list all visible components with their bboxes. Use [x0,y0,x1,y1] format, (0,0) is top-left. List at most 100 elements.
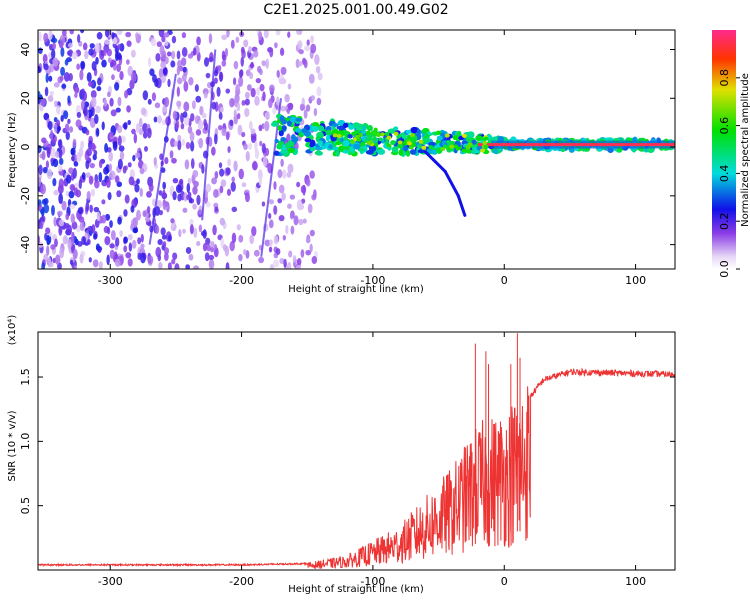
spectrogram-noise-cell [205,201,211,208]
spectrogram-noise-cell [170,218,175,224]
spectrogram-marks [38,30,675,269]
spectrogram-noise-cell [231,176,235,183]
spectrogram-noise-cell [86,72,92,83]
spectrogram-noise-cell [225,88,231,94]
spectrogram-noise-cell [140,233,144,243]
spectrogram-noise-cell [176,100,182,107]
spectrogram-noise-cell [38,177,42,187]
spectrogram-tone-cell [387,128,396,134]
spectrogram-tone-peak [378,137,384,142]
spectrogram-noise-cell [162,181,167,190]
spectrogram-noise-cell [80,140,85,149]
spectrogram-noise-cell [142,90,149,101]
spectrogram-noise-cell [95,127,100,137]
spectrogram-noise-cell [164,40,169,47]
spectrogram-tone-cell [325,134,331,142]
spectrogram-noise-cell [160,75,166,84]
spectrogram-noise-cell [63,72,70,82]
spectrogram-tone-cell [417,149,426,154]
spectrogram-noise-cell [95,56,99,65]
spectrogram-noise-cell [80,30,85,34]
spectrogram-noise-cell [130,205,135,213]
spectrogram-noise-cell [58,157,64,166]
spectrogram-noise-cell [218,112,223,120]
spectrogram-noise-cell [281,192,286,201]
spectrogram-tone-cell [279,115,285,123]
spectrogram-noise-cell [69,126,74,133]
spectrogram-noise-cell [191,100,196,110]
spectrogram-noise-cell [195,95,202,103]
spectrogram-noise-cell [231,206,238,213]
spectrogram-streak [201,49,217,221]
spectrogram-noise-cell [109,97,114,107]
spectrogram-tone-cell [360,130,367,135]
spectrogram-noise-cell [98,159,103,169]
snr-frame [37,331,676,571]
spectrogram-noise-cell [199,105,204,116]
spectrogram-noise-cell [306,39,310,46]
spectrogram-tone-cell [390,140,396,145]
spectrogram-noise-cell [138,128,144,136]
spectrogram-tone-cell [314,146,323,151]
spectrogram-noise-cell [177,77,183,85]
spectrogram-noise-cell [164,156,169,165]
spectrogram-noise-cell [93,149,98,157]
spectrogram-noise-cell [125,252,132,259]
spectrogram-noise-cell [104,39,110,45]
spectrogram-noise-cell [282,169,287,179]
spectrogram-noise-cell [56,210,63,217]
spectrogram-noise-cell [148,183,154,192]
spectrogram-noise-cell [70,147,75,156]
spectrogram-noise-cell [42,166,48,174]
spectrogram-noise-cell [162,189,166,199]
spectrogram-noise-cell [287,102,294,109]
spectrogram-noise-cell [86,148,92,157]
spectrogram-noise-cell [166,51,172,57]
spectrogram-noise-cell [132,227,139,234]
spectrogram-noise-cell [238,76,244,87]
spectrogram-noise-cell [280,158,284,167]
spectrogram-noise-cell [289,211,294,220]
spectrogram-tone-cell [466,147,471,154]
spectrogram-x-tick-label: -300 [98,274,123,287]
spectrogram-tone-cell [348,124,355,130]
spectrogram-noise-cell [135,123,140,133]
spectrogram-noise-cell [58,193,63,205]
spectrogram-noise-cell [189,224,194,235]
spectrogram-noise-cell [81,172,86,180]
spectrogram-noise-cell [114,175,120,184]
spectrogram-x-tick-label: 0 [501,274,508,287]
spectrogram-noise-cell [311,256,318,264]
spectrogram-noise-cell [117,216,122,225]
spectrogram-noise-cell [131,239,137,249]
spectrogram-noise-cell [180,57,187,66]
spectrogram-noise-cell [123,121,128,130]
spectrogram-noise-cell [181,138,186,146]
spectrogram-noise-cell [285,224,289,235]
spectrogram-noise-cell [49,129,54,141]
spectrogram-noise-cell [76,111,82,119]
spectrogram-noise-cell [40,208,45,215]
spectrogram-noise-cell [268,219,274,229]
spectrogram-noise-cell [91,224,96,234]
spectrogram-tone-peak [410,133,416,138]
spectrogram-noise-cell [40,215,46,223]
spectrogram-noise-cell [265,58,270,69]
spectrogram-noise-cell [206,244,211,252]
spectrogram-tone-cell [353,143,361,150]
spectrogram-noise-cell [302,184,306,196]
spectrogram-noise-cell [233,109,237,118]
spectrogram-tone-peak [372,130,378,135]
spectrogram-noise-cell [256,65,262,73]
spectrogram-noise-cell [106,226,111,235]
spectrogram-noise-cell [170,60,176,68]
spectrogram-noise-cell [229,119,234,127]
spectrogram-noise-cell [213,77,218,84]
spectrogram-noise-cell [305,237,311,244]
spectrogram-tone-peak [455,146,461,151]
spectrogram-noise-cell [65,212,70,221]
spectrogram-noise-cell [205,237,211,245]
spectrogram-noise-cell [261,61,267,67]
spectrogram-noise-cell [101,121,105,131]
